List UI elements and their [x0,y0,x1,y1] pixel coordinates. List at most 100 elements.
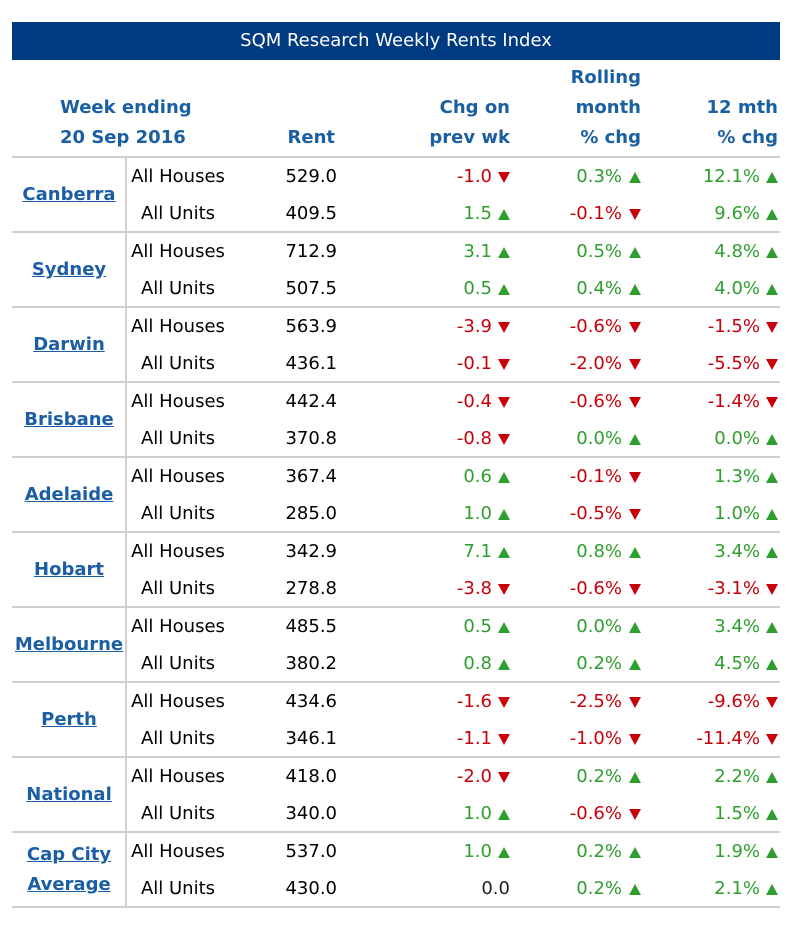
change-value: -2.5% [569,691,622,712]
change-value: -3.1% [707,578,760,599]
up-arrow [629,172,641,183]
rent: 563.9 [285,316,337,337]
change-value: 1.3% [714,466,760,487]
down-arrow [498,359,510,370]
rent: 340.0 [285,803,337,824]
change-value: -2.0% [569,353,622,374]
up-arrow [766,434,778,445]
change-value: 0.2% [576,653,622,674]
change-value: -5.5% [707,353,760,374]
change-value: 3.1 [463,241,492,262]
row-separator [12,681,780,683]
dwelling-type: All Houses [131,166,225,187]
change-value: -0.6% [569,316,622,337]
change-value: 0.2% [576,878,622,899]
change-value: 1.0 [463,803,492,824]
up-arrow [766,884,778,895]
down-arrow [629,584,641,595]
up-arrow [498,809,510,820]
city-link[interactable]: Hobart [34,559,104,580]
column-divider [125,608,127,681]
header-chg: prev wk [429,127,510,148]
change-value: 1.0 [463,841,492,862]
change-value: -0.1% [569,466,622,487]
up-arrow [629,547,641,558]
city-link[interactable]: Adelaide [24,484,114,505]
up-arrow [498,472,510,483]
rent: 436.1 [285,353,337,374]
change-value: -0.6% [569,391,622,412]
down-arrow [629,697,641,708]
dwelling-type: All Units [140,278,216,299]
row-separator [12,231,780,233]
city-link[interactable]: Canberra [22,184,116,205]
change-value: 0.0% [576,428,622,449]
column-divider [125,383,127,456]
down-arrow [498,697,510,708]
city-link[interactable]: Darwin [33,334,105,355]
rent: 434.6 [285,691,337,712]
change-value: -0.8 [456,428,492,449]
down-arrow [498,397,510,408]
change-value: 0.3% [576,166,622,187]
city-link[interactable]: Sydney [31,259,107,280]
up-arrow [766,622,778,633]
header-annual: 12 mth [706,97,779,118]
row-separator [12,906,780,908]
dwelling-type: All Units [140,653,216,674]
city-link[interactable]: Melbourne [14,634,124,655]
up-arrow [629,247,641,258]
change-value: 0.5% [576,241,622,262]
dwelling-type: All Units [140,578,216,599]
city-link[interactable]: Cap City Average [26,844,112,895]
city-link[interactable]: Perth [41,709,97,730]
up-arrow [766,847,778,858]
city-link[interactable]: National [26,784,112,805]
change-value: -1.6 [456,691,492,712]
change-value: 0.0% [576,616,622,637]
table-title: SQM Research Weekly Rents Index [12,22,780,60]
change-value: 1.0% [714,503,760,524]
change-value: 0.5 [463,616,492,637]
change-value: -11.4% [696,728,760,749]
up-arrow [629,884,641,895]
up-arrow [498,209,510,220]
city-link[interactable]: Brisbane [24,409,114,430]
up-arrow [766,809,778,820]
header-rolling: Rolling [570,67,641,88]
up-arrow [766,772,778,783]
dwelling-type: All Houses [131,691,225,712]
dwelling-type: All Units [140,503,216,524]
change-value: 4.8% [714,241,760,262]
separator [12,156,780,158]
row-separator [12,831,780,833]
up-arrow [766,284,778,295]
up-arrow [498,509,510,520]
rent: 380.2 [285,653,337,674]
change-value: 4.5% [714,653,760,674]
dwelling-type: All Units [140,353,216,374]
change-value: -1.5% [707,316,760,337]
change-value: 9.6% [714,203,760,224]
change-value: 12.1% [702,166,760,187]
down-arrow [629,209,641,220]
row-separator [12,381,780,383]
column-divider [125,308,127,381]
change-value: -0.5% [569,503,622,524]
change-value: -0.6% [569,803,622,824]
dwelling-type: All Houses [131,541,225,562]
rent: 285.0 [285,503,337,524]
up-arrow [498,622,510,633]
up-arrow [766,209,778,220]
change-value: 0.4% [576,278,622,299]
down-arrow [766,697,778,708]
rent: 712.9 [285,241,337,262]
change-value: 1.5 [463,203,492,224]
down-arrow [766,734,778,745]
up-arrow [766,472,778,483]
change-value: 0.0% [714,428,760,449]
column-divider [125,533,127,606]
up-arrow [629,847,641,858]
up-arrow [629,284,641,295]
